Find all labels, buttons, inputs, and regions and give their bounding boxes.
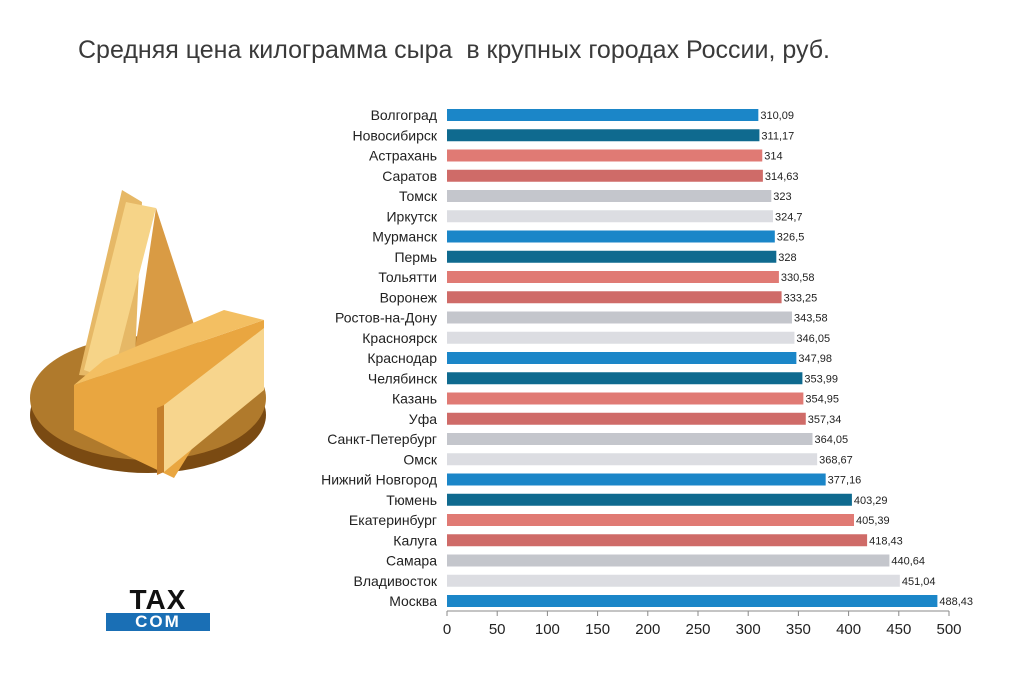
- x-tick-label: 400: [836, 621, 861, 638]
- category-label: Санкт-Петербург: [327, 431, 437, 447]
- value-label: 333,25: [784, 292, 818, 304]
- category-label: Москва: [389, 593, 437, 609]
- category-label: Воронеж: [380, 289, 438, 305]
- value-label: 353,99: [804, 373, 838, 385]
- logo-text-com: COM: [106, 613, 210, 631]
- bar: [447, 291, 782, 304]
- x-tick-label: 500: [936, 621, 961, 638]
- x-tick-label: 200: [635, 621, 660, 638]
- category-label: Красноярск: [362, 330, 438, 346]
- bar: [447, 372, 803, 385]
- value-label: 403,29: [854, 495, 888, 507]
- x-tick-label: 0: [443, 621, 451, 638]
- value-label: 346,05: [796, 333, 830, 345]
- category-label: Самара: [386, 553, 437, 569]
- bar: [447, 574, 900, 587]
- category-label: Саратов: [382, 168, 437, 184]
- bar: [447, 129, 760, 142]
- taxcom-logo: TAX COM: [106, 584, 210, 632]
- x-tick-label: 150: [585, 621, 610, 638]
- bar: [447, 493, 852, 506]
- value-label: 347,98: [798, 353, 832, 365]
- category-label: Екатеринбург: [349, 512, 437, 528]
- category-label: Нижний Новгород: [321, 472, 437, 488]
- value-label: 377,16: [828, 475, 862, 487]
- bar: [447, 311, 792, 324]
- x-tick-label: 450: [886, 621, 911, 638]
- bar: [447, 534, 868, 547]
- bar: [447, 230, 775, 243]
- bar: [447, 271, 779, 283]
- x-tick-label: 300: [736, 621, 761, 638]
- category-label: Ростов-на-Дону: [335, 310, 437, 326]
- bar: [447, 331, 795, 344]
- value-label: 328: [778, 252, 796, 264]
- value-label: 324,7: [775, 211, 803, 223]
- bar: [447, 514, 855, 526]
- value-label: 451,04: [902, 576, 936, 588]
- value-label: 488,43: [939, 596, 973, 608]
- x-tick-label: 100: [535, 621, 560, 638]
- value-label: 326,5: [777, 232, 805, 244]
- category-label: Омск: [403, 451, 438, 467]
- bar: [447, 433, 813, 445]
- cheese-icon: [30, 190, 266, 478]
- category-label: Челябинск: [368, 370, 438, 386]
- category-label: Уфа: [409, 411, 437, 427]
- bar: [447, 392, 804, 405]
- value-label: 330,58: [781, 272, 815, 284]
- value-label: 354,95: [805, 394, 839, 406]
- value-label: 311,17: [761, 130, 794, 142]
- bar: [447, 149, 763, 162]
- x-tick-label: 50: [489, 621, 506, 638]
- chart-title: Средняя цена килограмма сыра в крупных г…: [78, 36, 831, 64]
- bar: [447, 473, 826, 486]
- value-label: 405,39: [856, 515, 890, 527]
- value-label: 418,43: [869, 535, 903, 547]
- value-label: 314: [764, 151, 782, 163]
- bar: [447, 190, 772, 202]
- value-label: 310,09: [760, 110, 794, 122]
- bar: [447, 210, 773, 223]
- value-label: 323: [773, 191, 791, 203]
- category-label: Краснодар: [367, 350, 437, 366]
- bar: [447, 169, 763, 182]
- value-label: 314,63: [765, 171, 799, 183]
- x-tick-label: 250: [685, 621, 710, 638]
- bar: [447, 352, 797, 364]
- category-label: Калуга: [393, 532, 437, 548]
- category-label: Пермь: [394, 249, 437, 265]
- category-label: Тюмень: [386, 492, 437, 508]
- category-label: Астрахань: [369, 148, 437, 164]
- bar: [447, 250, 777, 263]
- category-label: Казань: [392, 391, 437, 407]
- bar: [447, 595, 938, 607]
- category-label: Тольятти: [378, 269, 437, 285]
- category-label: Иркутск: [386, 208, 437, 224]
- bar: [447, 554, 890, 567]
- category-label: Томск: [399, 188, 438, 204]
- category-label: Мурманск: [372, 229, 438, 245]
- value-label: 343,58: [794, 313, 828, 325]
- value-label: 357,34: [808, 414, 842, 426]
- category-label: Владивосток: [353, 573, 437, 589]
- bar: [447, 453, 818, 466]
- value-label: 368,67: [819, 454, 853, 466]
- value-label: 364,05: [815, 434, 849, 446]
- bar: [447, 412, 806, 425]
- logo-text-tax: TAX: [129, 584, 187, 615]
- category-label: Волгоград: [371, 107, 437, 123]
- x-tick-label: 350: [786, 621, 811, 638]
- bar: [447, 109, 759, 121]
- value-label: 440,64: [891, 556, 925, 568]
- category-label: Новосибирск: [352, 127, 437, 143]
